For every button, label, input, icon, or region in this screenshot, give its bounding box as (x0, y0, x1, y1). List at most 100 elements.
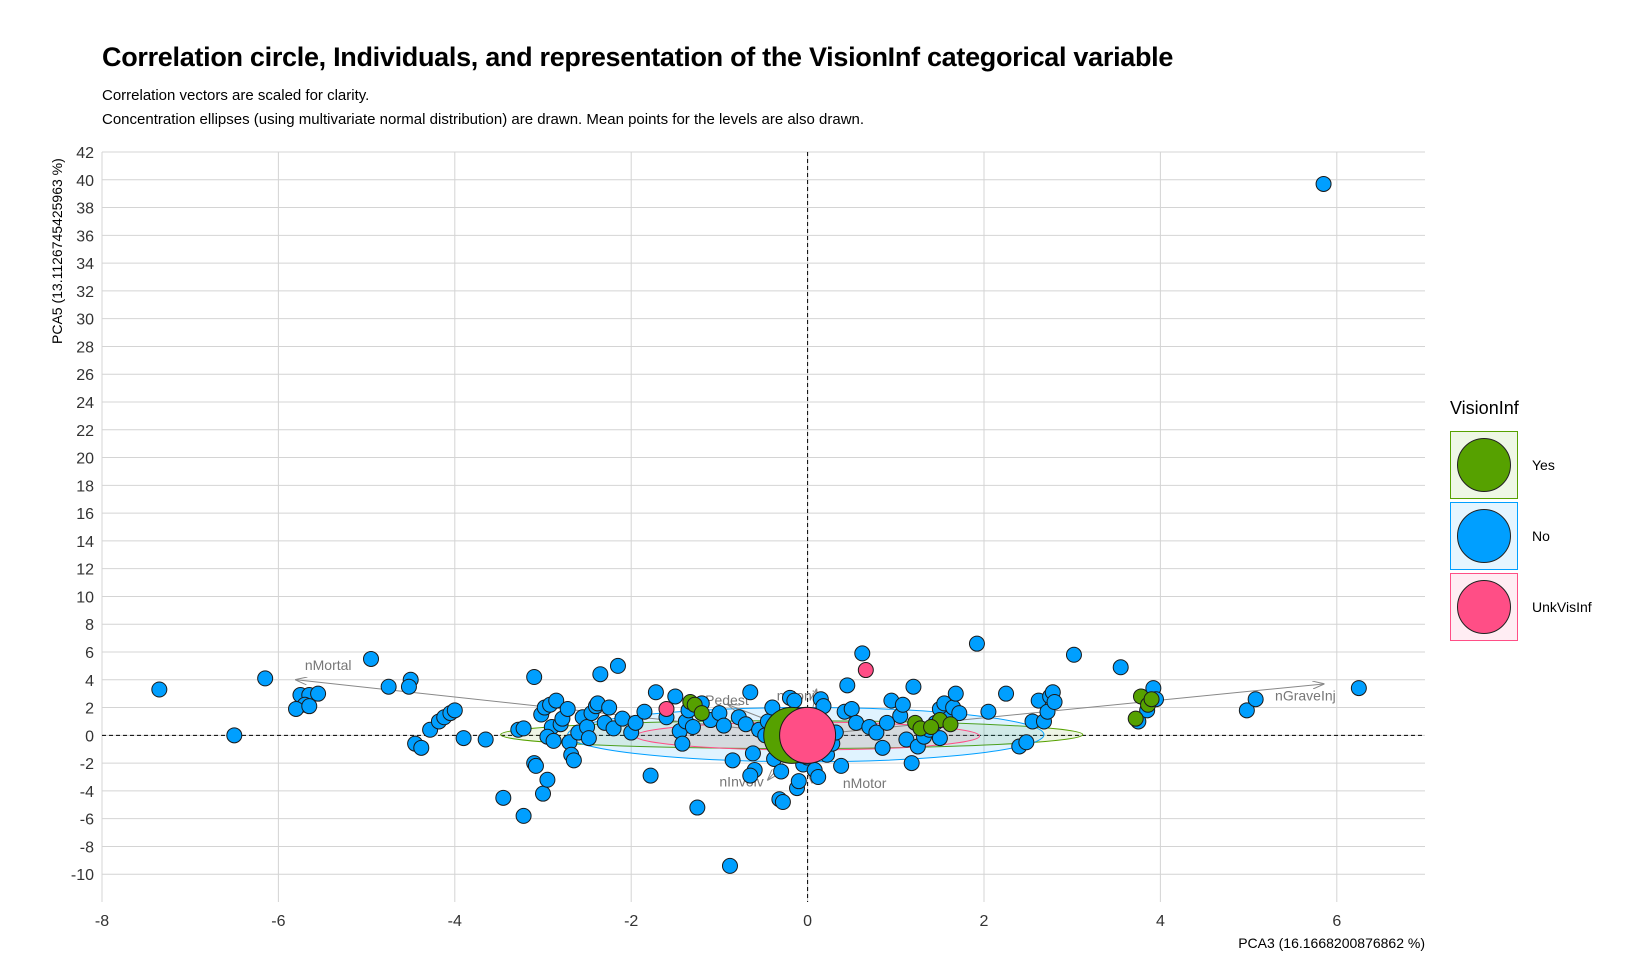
y-tick-label: 16 (76, 506, 94, 523)
y-tick-label: 24 (76, 395, 94, 412)
y-tick-label: 26 (76, 367, 94, 384)
y-tick-label: -4 (80, 784, 94, 801)
variable-label-npedest: nPedest (697, 692, 748, 708)
point-no (894, 696, 911, 713)
point-unkvisinf (658, 700, 675, 717)
x-tick-label: 4 (1156, 913, 1165, 930)
legend-label: UnkVisInf (1532, 598, 1592, 615)
y-tick-label: 6 (85, 645, 94, 662)
point-no (878, 714, 895, 731)
point-no (559, 700, 576, 717)
point-no (548, 692, 565, 709)
point-no (721, 857, 738, 874)
point-no (1238, 702, 1255, 719)
chart-subtitle-line-2: Concentration ellipses (using multivaria… (102, 111, 865, 128)
legend-items: Yes No UnkVisInf (1450, 429, 1640, 642)
point-no (535, 785, 551, 802)
mean-point-unkvisinf (779, 706, 837, 764)
y-tick-label: 20 (76, 451, 94, 468)
point-no (843, 700, 860, 717)
y-tick-label: 36 (76, 228, 94, 245)
point-no (742, 684, 759, 701)
point-no (968, 635, 985, 652)
point-no (674, 735, 691, 752)
point-no (257, 670, 274, 687)
point-no (301, 698, 318, 715)
y-tick-label: 22 (76, 423, 94, 440)
point-no (151, 681, 168, 698)
legend-key (1450, 501, 1518, 570)
point-no (1315, 175, 1332, 192)
point-no (515, 720, 532, 737)
legend-swatch (1457, 579, 1511, 634)
legend-item-unkvisinf: UnkVisInf (1450, 571, 1640, 642)
point-no (288, 700, 305, 717)
point-no (744, 745, 761, 762)
point-no (947, 685, 964, 702)
variable-label-nmortal: nMortal (305, 657, 352, 673)
chart-subtitle-line-1: Correlation vectors are scaled for clari… (102, 87, 370, 104)
point-no (1247, 691, 1264, 708)
point-no (951, 705, 968, 722)
point-no (931, 730, 948, 747)
y-tick-label: 32 (76, 284, 94, 301)
point-unkvisinf (857, 662, 874, 679)
y-tick-label: 18 (76, 478, 94, 495)
y-tick-label: 2 (85, 701, 94, 718)
point-yes (1127, 710, 1144, 727)
variable-label-nmotor: nMotor (843, 775, 887, 791)
point-no (868, 724, 885, 741)
point-no (667, 688, 684, 705)
point-no (724, 752, 741, 769)
point-no (903, 755, 920, 772)
point-no (545, 732, 562, 749)
x-tick-label: 6 (1332, 913, 1341, 930)
y-tick-label: 40 (76, 173, 94, 190)
point-no (1018, 734, 1035, 751)
legend-swatch (1457, 437, 1511, 492)
legend-item-yes: Yes (1450, 429, 1640, 500)
x-tick-label: 2 (980, 913, 989, 930)
point-no (539, 771, 556, 788)
y-tick-label: 12 (76, 562, 94, 579)
point-no (580, 730, 597, 747)
legend-swatch (1457, 508, 1511, 563)
point-no (742, 767, 759, 784)
point-no (1350, 680, 1367, 697)
point-no (310, 685, 327, 702)
point-no (609, 657, 626, 674)
point-no (601, 699, 618, 716)
point-no (526, 669, 543, 685)
point-no (455, 730, 472, 747)
legend-title: VisionInf (1450, 398, 1519, 418)
point-no (413, 739, 430, 756)
x-tick-label: -2 (624, 913, 638, 930)
chart-title: Correlation circle, Individuals, and rep… (102, 42, 1174, 72)
point-no (565, 752, 582, 769)
y-tick-label: 28 (76, 339, 94, 356)
y-tick-label: -8 (80, 839, 94, 856)
point-no (1046, 694, 1063, 710)
point-no (1112, 659, 1129, 676)
point-yes (923, 719, 940, 735)
point-no (773, 763, 790, 780)
point-no (786, 692, 803, 709)
point-no (446, 702, 463, 719)
point-no (627, 714, 644, 731)
x-tick-label: 0 (803, 913, 812, 930)
point-no (839, 677, 856, 694)
y-tick-label: 34 (76, 256, 94, 273)
point-no (790, 773, 807, 790)
point-no (400, 678, 417, 695)
y-tick-label: -10 (71, 867, 94, 884)
point-no (980, 703, 997, 720)
legend-item-no: No (1450, 500, 1640, 571)
legend-key (1450, 572, 1518, 641)
point-no (642, 767, 659, 784)
point-no (380, 678, 397, 695)
point-no (715, 717, 732, 734)
point-no (363, 650, 380, 667)
x-tick-label: -8 (95, 913, 109, 930)
y-tick-label: 4 (85, 673, 94, 690)
